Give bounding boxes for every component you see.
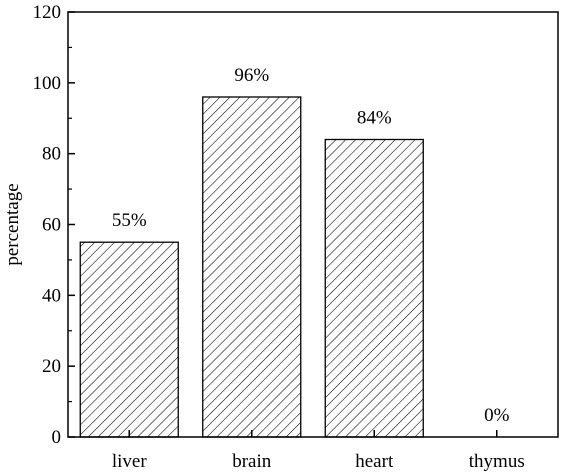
plot-frame: [67, 11, 559, 438]
bar-brain: [202, 96, 302, 438]
y-tick-label: 20: [42, 356, 61, 377]
data-label-thymus: 0%: [484, 405, 510, 426]
x-tick-label-thymus: thymus: [469, 451, 525, 472]
y-tick-label: 80: [42, 144, 61, 165]
x-tick-label-heart: heart: [355, 451, 394, 472]
x-axis: liver brain heart thymus: [112, 430, 525, 472]
y-axis-label: percentage: [2, 183, 23, 265]
bars-group: 55% 96% 84% 0%: [79, 65, 510, 438]
bar-liver: [79, 241, 179, 438]
data-label-liver: 55%: [112, 210, 147, 231]
y-tick-label: 60: [42, 215, 61, 236]
y-tick-label: 40: [42, 285, 61, 306]
data-label-brain: 96%: [234, 65, 269, 86]
x-tick-label-brain: brain: [232, 451, 272, 472]
y-axis: 0 20 40 60 80 100 120: [33, 2, 75, 448]
x-tick-label-liver: liver: [112, 451, 147, 472]
bar-heart: [324, 138, 424, 438]
data-label-heart: 84%: [357, 108, 392, 129]
y-tick-label: 120: [33, 2, 62, 23]
y-tick-label: 0: [52, 427, 62, 448]
y-tick-label: 100: [33, 73, 62, 94]
